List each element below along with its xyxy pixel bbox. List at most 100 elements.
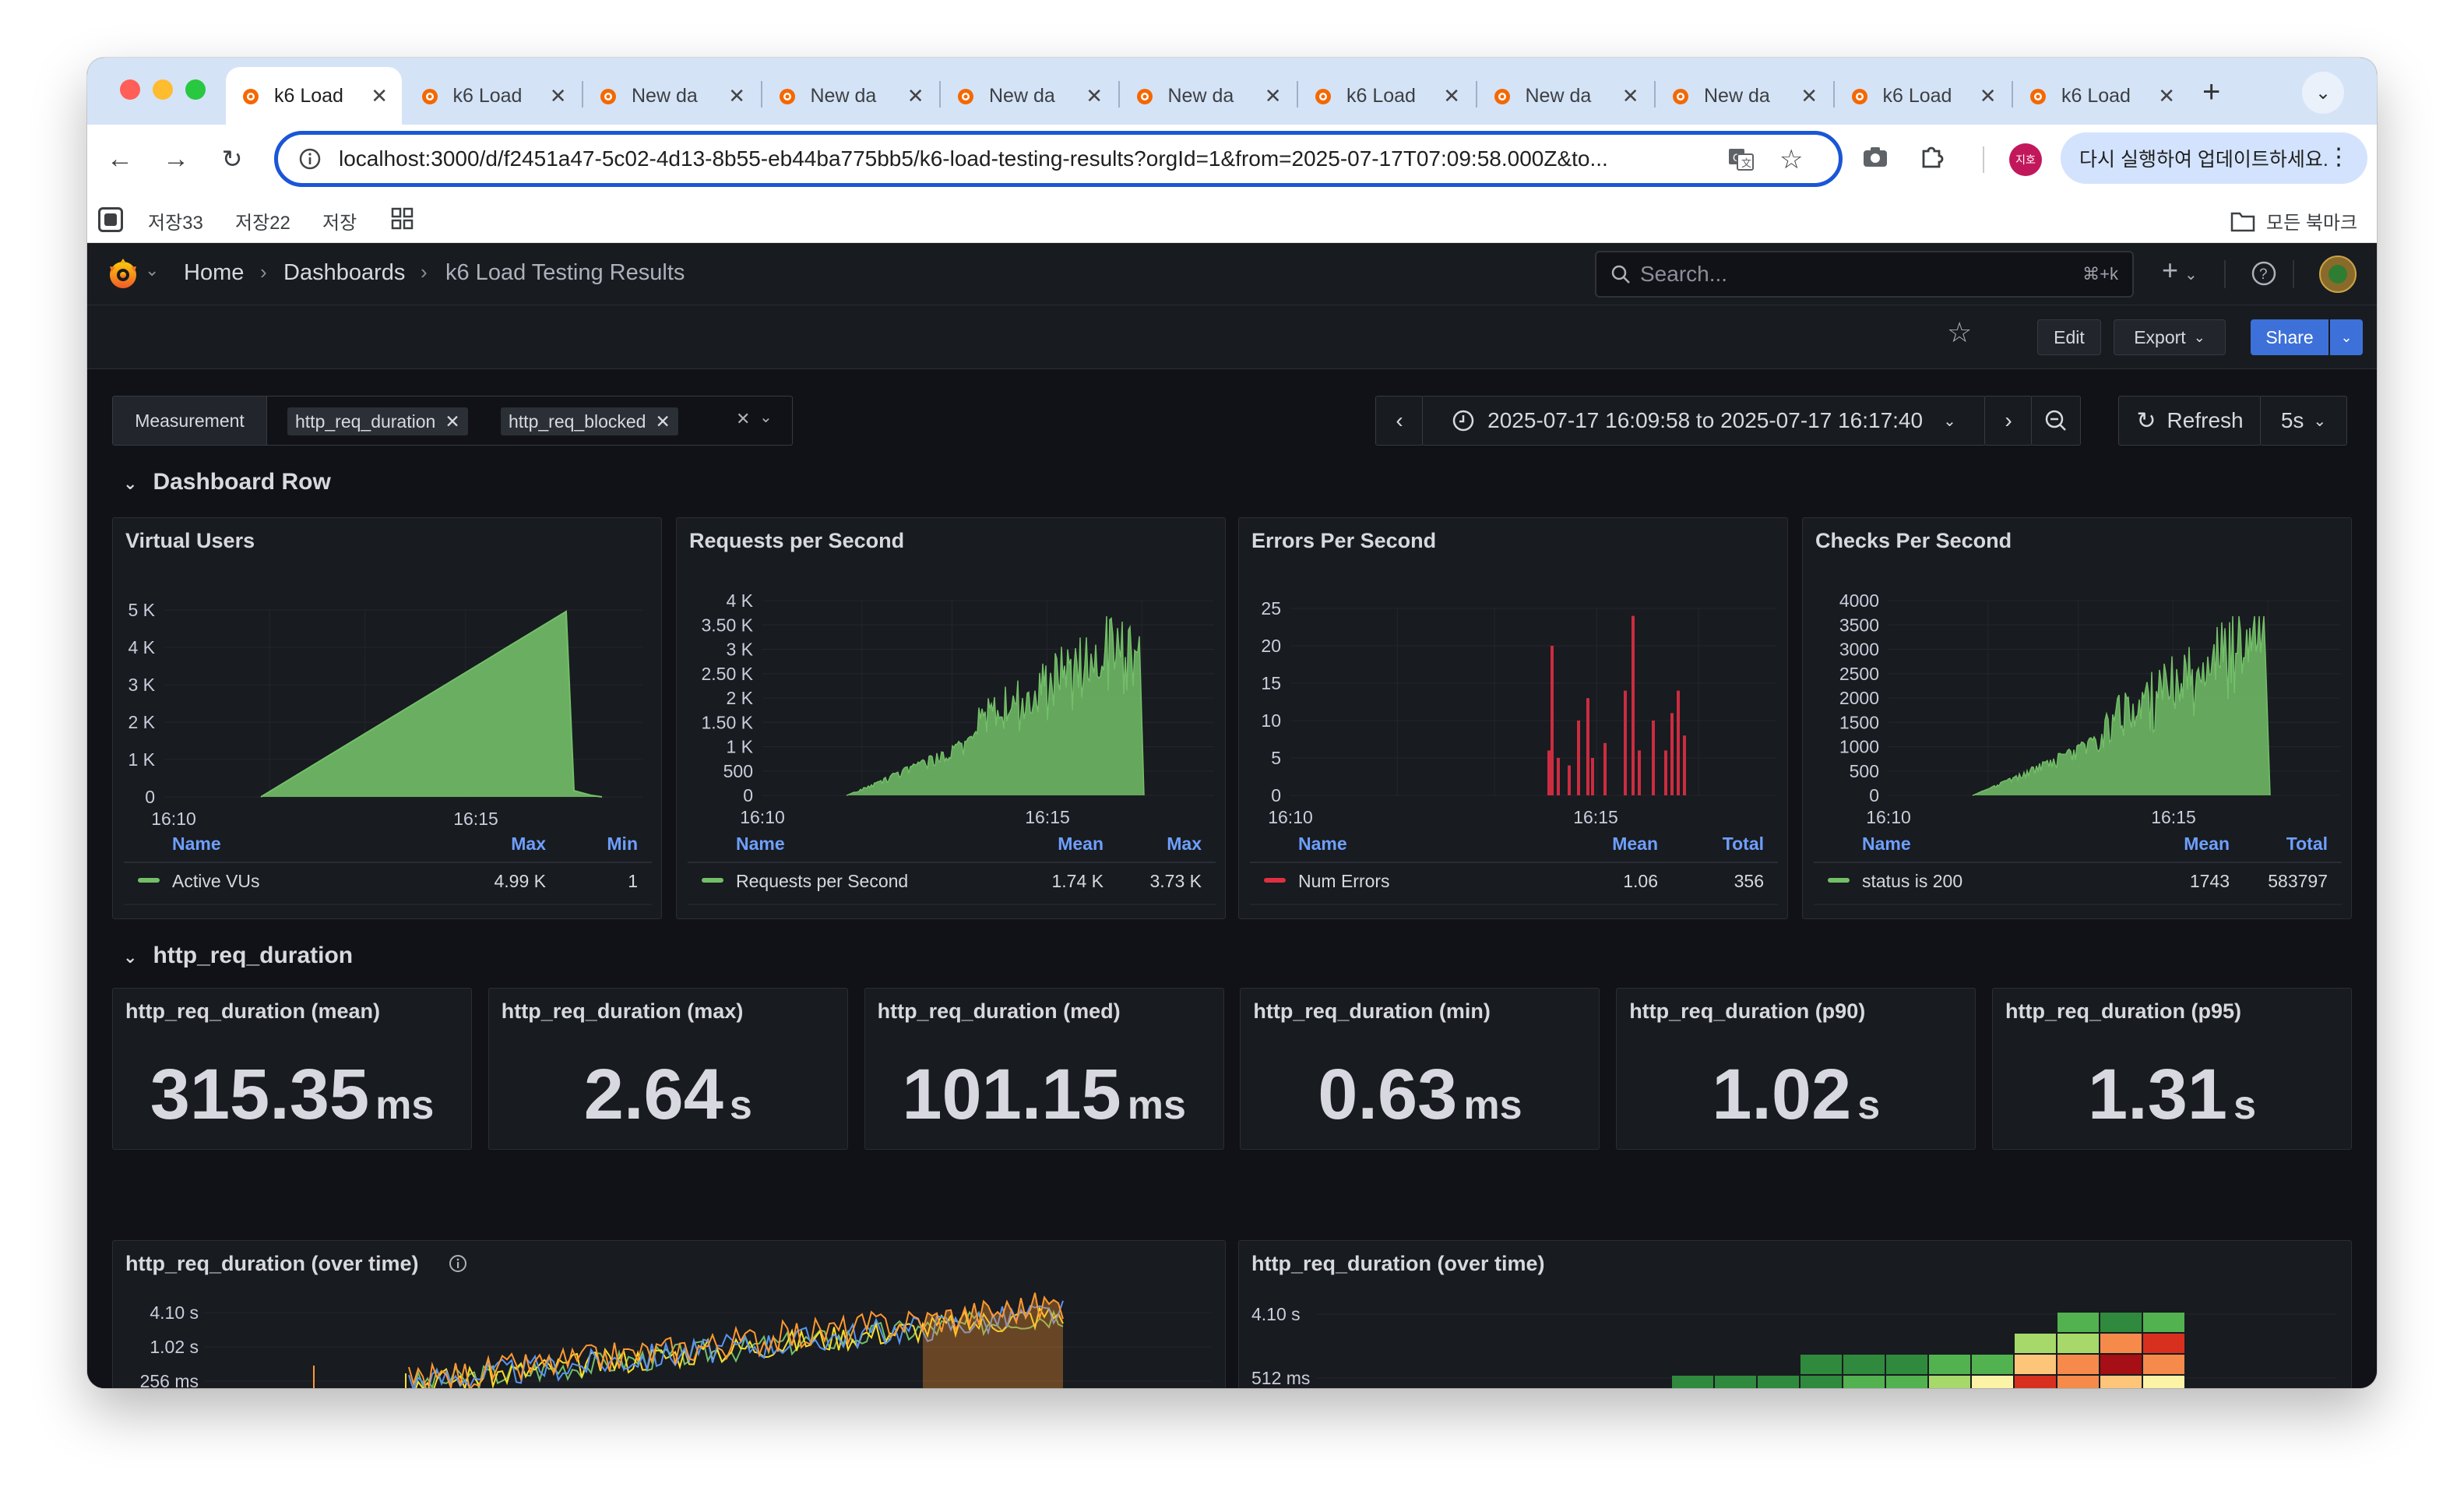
add-new-button[interactable]: + ⌄ (2162, 254, 2198, 286)
row-header[interactable]: ⌄ http_req_duration (123, 943, 353, 969)
close-tab-icon[interactable]: ✕ (549, 83, 567, 108)
all-bookmarks-label: 모든 북마크 (2266, 213, 2358, 234)
time-forward-button[interactable]: › (1984, 396, 2033, 446)
zoom-window-button[interactable] (185, 79, 206, 100)
close-tab-icon[interactable]: ✕ (906, 83, 924, 108)
export-button[interactable]: Export ⌄ (2114, 319, 2226, 355)
series-line (1972, 615, 2271, 796)
stat-panel[interactable]: http_req_duration (max) 2.64 s (488, 988, 848, 1150)
remove-chip-icon[interactable]: ✕ (655, 411, 671, 432)
browser-tab[interactable]: k6 Load ✕ (2013, 67, 2189, 125)
browser-tab[interactable]: k6 Load ✕ (405, 67, 581, 125)
variable-chip[interactable]: http_req_duration ✕ (287, 407, 468, 435)
zoom-out-button[interactable] (2031, 396, 2081, 446)
all-bookmarks-button[interactable]: 모든 북마크 (2230, 207, 2357, 234)
share-dropdown-icon[interactable]: ⌄ (2330, 319, 2363, 355)
browser-tab[interactable]: New da ✕ (1120, 67, 1296, 125)
y-tick-label: 5 K (128, 600, 155, 620)
minimize-window-button[interactable] (153, 79, 173, 100)
browser-tab[interactable]: k6 Load ✕ (1298, 67, 1474, 125)
stat-panel[interactable]: http_req_duration (p90) 1.02 s (1616, 988, 1976, 1150)
bookmark-item[interactable]: 저장 (322, 213, 357, 234)
close-tab-icon[interactable]: ✕ (1264, 83, 1282, 108)
apps-grid-icon[interactable] (391, 207, 414, 231)
stat-panel[interactable]: http_req_duration (med) 101.15 ms (864, 988, 1224, 1150)
address-bar[interactable]: localhost:3000/d/f2451a47-5c02-4d13-8b55… (274, 131, 1843, 187)
close-tab-icon[interactable]: ✕ (1621, 83, 1639, 108)
time-picker-button[interactable]: 2025-07-17 16:09:58 to 2025-07-17 16:17:… (1422, 396, 1986, 446)
panel-virtual-users[interactable]: Virtual Users 5 K 4 K 3 K 2 K 1 K 0 16:10 16:15… (112, 517, 662, 919)
bookmark-item[interactable]: 저장33 (148, 213, 203, 234)
browser-tab[interactable]: New da ✕ (762, 67, 938, 125)
user-avatar[interactable] (2319, 256, 2357, 293)
time-back-button[interactable]: ‹ (1375, 396, 1424, 446)
update-button[interactable]: 다시 실행하여 업데이트하세요. ⋮ (2061, 132, 2367, 184)
close-tab-icon[interactable]: ✕ (371, 83, 388, 108)
breadcrumb-dashboards[interactable]: Dashboards (283, 260, 406, 285)
y-tick-label: 10 (1261, 710, 1281, 731)
row-header[interactable]: ⌄ Dashboard Row (123, 469, 331, 495)
refresh-interval-picker[interactable]: 5s ⌄ (2260, 396, 2347, 446)
heatmap-cell (1672, 1376, 1713, 1388)
browser-tab[interactable]: New da ✕ (583, 67, 759, 125)
chevron-down-icon[interactable]: ⌄ (759, 409, 773, 426)
stat-panel[interactable]: http_req_duration (p95) 1.31 s (1992, 988, 2352, 1150)
help-icon[interactable]: ? (2251, 260, 2277, 287)
breadcrumb-home[interactable]: Home (184, 260, 245, 285)
close-tab-icon[interactable]: ✕ (1800, 83, 1818, 108)
share-button[interactable]: Share (2251, 319, 2328, 355)
y-tick-label: 512 ms (1251, 1368, 1310, 1388)
edit-button[interactable]: Edit (2037, 319, 2101, 355)
dashboard-actions-bar: ☆ Edit Export ⌄ Share ⌄ (87, 305, 2377, 369)
refresh-button[interactable]: ↻ Refresh (2118, 396, 2262, 446)
browser-tab[interactable]: New da ✕ (941, 67, 1117, 125)
star-dashboard-icon[interactable]: ☆ (1947, 316, 1973, 348)
x-tick-label: 16:10 (1268, 807, 1313, 827)
close-tab-icon[interactable]: ✕ (1979, 83, 1997, 108)
stat-panel[interactable]: http_req_duration (mean) 315.35 ms (112, 988, 472, 1150)
grafana-logo-icon[interactable] (104, 256, 142, 293)
profile-avatar[interactable]: 지호 (2009, 143, 2042, 176)
translate-icon[interactable]: G 文 (1727, 145, 1755, 173)
panel-errors-per-second[interactable]: Errors Per Second 25 20 15 10 5 0 16:10 16:15 Na… (1238, 517, 1788, 919)
browser-tab[interactable]: New da ✕ (1477, 67, 1653, 125)
close-tab-icon[interactable]: ✕ (1086, 83, 1103, 108)
variable-chip[interactable]: http_req_blocked ✕ (501, 407, 678, 435)
extensions-icon[interactable] (1917, 143, 1945, 171)
more-menu-icon[interactable]: ⋮ (2327, 144, 2350, 170)
y-tick-label: 15 (1261, 673, 1281, 693)
clear-all-icon[interactable]: ✕ (736, 409, 751, 428)
close-tab-icon[interactable]: ✕ (2158, 83, 2175, 108)
site-info-icon[interactable] (298, 147, 322, 171)
close-tab-icon[interactable]: ✕ (728, 83, 745, 108)
remove-chip-icon[interactable]: ✕ (445, 411, 460, 432)
browser-tab[interactable]: k6 Load ✕ (1835, 67, 2011, 125)
stat-panel[interactable]: http_req_duration (min) 0.63 ms (1240, 988, 1600, 1150)
back-icon[interactable]: ← (107, 143, 133, 174)
search-input[interactable]: Search... ⌘+k (1595, 251, 2134, 298)
bookmark-item[interactable]: 저장22 (235, 213, 290, 234)
y-tick-label: 2000 (1839, 688, 1879, 708)
browser-tab[interactable]: k6 Load ✕ (226, 67, 402, 125)
reload-icon[interactable]: ↻ (221, 145, 243, 173)
info-icon[interactable] (448, 1253, 468, 1274)
new-tab-button[interactable]: + (2202, 75, 2221, 109)
close-tab-icon[interactable]: ✕ (1443, 83, 1460, 108)
collapse-row-icon[interactable]: ⌄ (123, 474, 138, 493)
collapse-row-icon[interactable]: ⌄ (123, 947, 138, 967)
tab-group-icon[interactable] (98, 207, 123, 232)
panel-duration-over-time-heatmap[interactable]: http_req_duration (over time) 4.10 s 512 … (1238, 1240, 2352, 1388)
bookmark-star-icon[interactable]: ☆ (1779, 145, 1804, 174)
panel-checks-per-second[interactable]: Checks Per Second 4000 3500 3000 2500 2000 15… (1802, 517, 2352, 919)
measurement-variable[interactable]: Measurement http_req_duration ✕ http_req_… (112, 396, 793, 446)
y-tick-label: 4.10 s (150, 1302, 199, 1323)
error-bar (1557, 758, 1560, 795)
camera-icon[interactable] (1861, 143, 1889, 171)
browser-tab[interactable]: New da ✕ (1656, 67, 1832, 125)
panel-requests-per-second[interactable]: Requests per Second 4 K 3.50 K 3 K 2.50 K 2 … (676, 517, 1226, 919)
tab-search-icon[interactable]: ⌄ (2302, 72, 2344, 114)
panel-duration-over-time-timeseries[interactable]: http_req_duration (over time) 4.10 s 1.02… (112, 1240, 1226, 1388)
chevron-down-icon[interactable]: ⌄ (145, 260, 160, 280)
forward-icon[interactable]: → (163, 143, 189, 174)
close-window-button[interactable] (120, 79, 140, 100)
